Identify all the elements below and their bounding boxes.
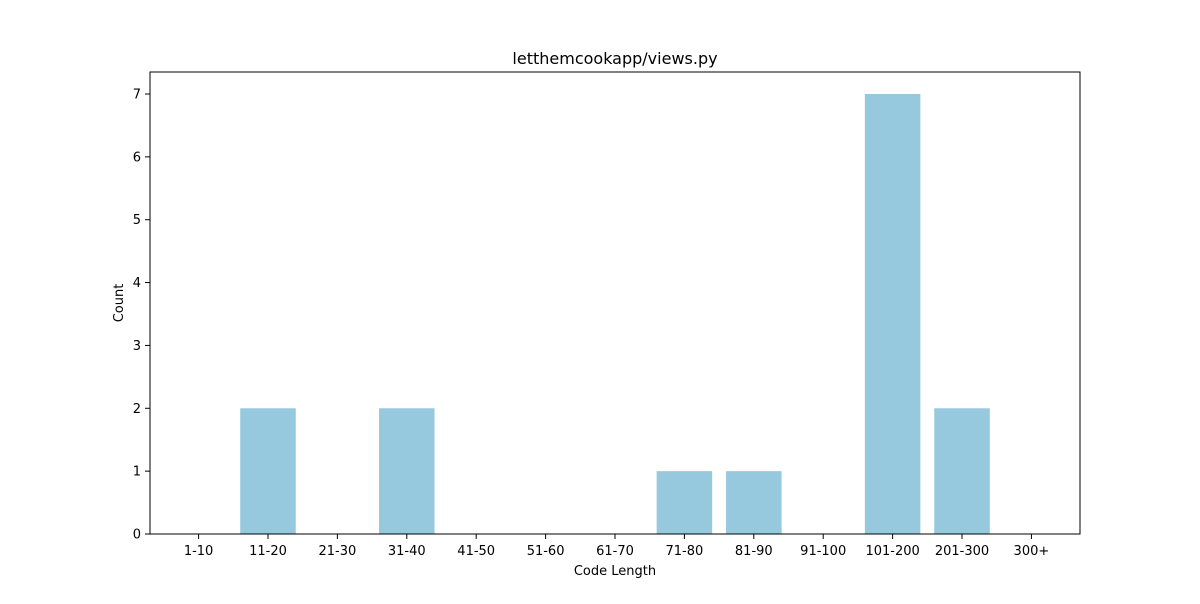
- x-tick-label: 71-80: [666, 544, 704, 559]
- bar-201-300: [934, 408, 990, 534]
- bar-101-200: [864, 94, 921, 534]
- y-tick-label: 0: [133, 528, 141, 543]
- x-tick-label: 1-10: [184, 544, 214, 559]
- x-tick-label: 51-60: [527, 544, 565, 559]
- plot-frame: [149, 71, 1081, 535]
- x-axis-label: Code Length: [574, 564, 656, 579]
- x-tick-label: 31-40: [388, 544, 426, 559]
- y-tick-label: 7: [133, 88, 141, 103]
- y-tick-label: 2: [133, 402, 141, 417]
- chart-title: letthemcookapp/views.py: [512, 49, 717, 68]
- y-tick-label: 1: [133, 465, 141, 480]
- bar-81-90: [726, 471, 782, 534]
- y-tick-label: 3: [133, 339, 141, 354]
- x-tick-label: 61-70: [596, 544, 634, 559]
- axes-layer: 1-10 11-20 21-30 31-40 41-50 51-60 61-70 71-80 8…: [133, 88, 1050, 560]
- bars-layer: [240, 94, 990, 534]
- x-tick-label: 21-30: [318, 544, 356, 559]
- bar-11-20: [240, 408, 296, 534]
- x-tick-label: 11-20: [249, 544, 287, 559]
- x-tick-label: 201-300: [935, 544, 989, 559]
- y-tick-label: 6: [133, 150, 141, 165]
- x-tick-label: 81-90: [735, 544, 773, 559]
- x-tick-label: 300+: [1014, 544, 1050, 559]
- x-tick-label: 101-200: [865, 544, 919, 559]
- bar-31-40: [379, 408, 435, 534]
- y-tick-label: 4: [133, 276, 141, 291]
- y-tick-label: 5: [133, 213, 141, 228]
- y-axis-label: Count: [112, 284, 127, 323]
- x-tick-label: 91-100: [800, 544, 846, 559]
- x-tick-label: 41-50: [457, 544, 495, 559]
- bar-71-80: [656, 471, 713, 534]
